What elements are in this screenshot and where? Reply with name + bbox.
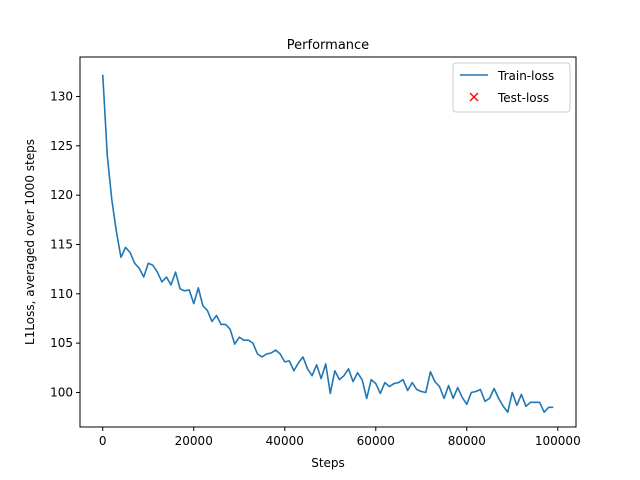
x-tick-label: 80000	[448, 434, 486, 448]
y-tick-label: 120	[50, 188, 73, 202]
y-tick-label: 110	[50, 287, 73, 301]
x-axis-label: Steps	[311, 456, 345, 470]
legend-train-label: Train-loss	[497, 69, 554, 83]
x-tick-label: 40000	[266, 434, 304, 448]
y-tick-label: 130	[50, 89, 73, 103]
axes-frame	[79, 56, 577, 428]
legend: Train-loss Test-loss	[452, 62, 571, 113]
x-tick-label: 0	[99, 434, 107, 448]
legend-test-label: Test-loss	[497, 91, 549, 105]
train-loss-line	[101, 74, 554, 414]
y-tick-label: 100	[50, 385, 73, 399]
y-tick-label: 115	[50, 237, 73, 251]
y-tick-label: 105	[50, 336, 73, 350]
x-tick-label: 60000	[357, 434, 395, 448]
x-tick-label: 100000	[535, 434, 581, 448]
y-axis-label: L1Loss, averaged over 1000 steps	[23, 139, 37, 345]
chart-title: Performance	[287, 38, 369, 53]
y-tick-label: 125	[50, 139, 73, 153]
legend-test-swatch	[469, 92, 479, 102]
x-tick-label: 20000	[175, 434, 213, 448]
plot-area	[101, 74, 554, 414]
axis-ticks: 0 20000 40000 60000 80000 100000 100 105 110 115 1…	[50, 89, 581, 448]
